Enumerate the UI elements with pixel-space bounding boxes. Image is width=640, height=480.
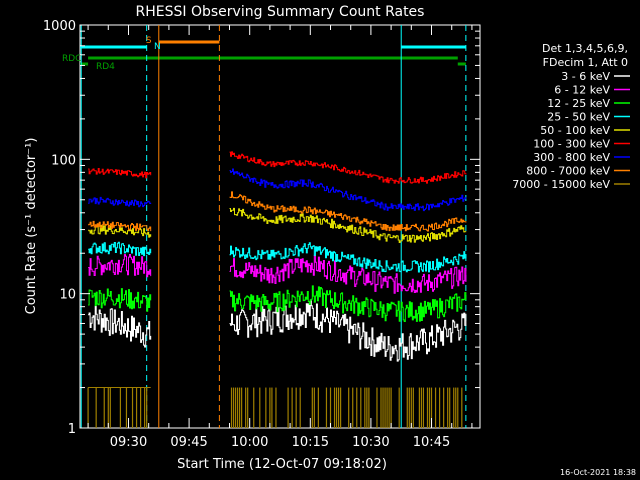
- legend-header: Det 1,3,4,5,6,9,: [542, 42, 628, 55]
- legend-entry: 3 - 6 keV: [561, 70, 610, 83]
- status-bars: RDC RD4 SN: [62, 25, 467, 428]
- series-300-800-kev: [88, 196, 152, 208]
- legend-entry: 300 - 800 keV: [533, 151, 610, 164]
- series-6-12-kev: [88, 254, 152, 278]
- y-tick-label: 1: [68, 422, 76, 437]
- annotation-label: RDC: [62, 54, 81, 64]
- series-300-800-kev: [229, 168, 467, 212]
- x-axis-label: Start Time (12-Oct-07 09:18:02): [177, 457, 387, 472]
- x-tick-label: 09:45: [170, 435, 207, 450]
- plot-frame: [79, 24, 481, 429]
- x-tick-label: 10:00: [231, 435, 268, 450]
- annotation-label: N: [154, 42, 161, 52]
- series-800-7000-kev: [88, 220, 152, 232]
- x-tick-label: 10:30: [352, 435, 389, 450]
- series-12-25-kev: [229, 285, 467, 322]
- legend-entry: 7000 - 15000 keV: [512, 178, 610, 191]
- data-series: [87, 151, 467, 428]
- y-tick-label: 10: [59, 288, 76, 303]
- annotation-label: S: [146, 36, 152, 46]
- chart-title: RHESSI Observing Summary Count Rates: [136, 4, 425, 20]
- y-tick-label: 1000: [43, 19, 76, 34]
- series-25-50-kev: [229, 242, 467, 273]
- series-800-7000-kev: [229, 191, 467, 232]
- footer-timestamp: 16-Oct-2021 18:38: [560, 468, 636, 477]
- annotation-label: RD4: [96, 62, 115, 72]
- plot-border: [79, 24, 481, 429]
- series-12-25-kev: [88, 288, 152, 312]
- series-50-100-kev: [229, 207, 467, 243]
- legend-entry: 6 - 12 keV: [554, 84, 610, 97]
- x-tick-label: 09:30: [110, 435, 147, 450]
- legend-entry: 25 - 50 keV: [547, 111, 610, 124]
- series-6-12-kev: [229, 254, 467, 294]
- series-100-300-kev: [229, 151, 467, 184]
- x-tick-label: 10:45: [413, 435, 450, 450]
- legend-header: FDecim 1, Att 0: [543, 56, 628, 69]
- y-tick-label: 100: [51, 153, 76, 168]
- series-25-50-kev: [88, 241, 152, 257]
- legend-entry: 50 - 100 keV: [540, 124, 610, 137]
- legend-entry: 100 - 300 keV: [533, 138, 610, 151]
- series-50-100-kev: [88, 225, 152, 238]
- legend-entry: 800 - 7000 keV: [526, 165, 610, 178]
- axis-ticks: 1 10 100 1000 09:30 09:45 10:00 10:15 10:30 10:45: [43, 19, 480, 450]
- series-100-300-kev: [88, 168, 152, 179]
- series-3-6-kev: [88, 305, 152, 348]
- legend-entry: 12 - 25 keV: [547, 97, 610, 110]
- y-axis-label: Count Rate (s⁻¹ detector⁻¹): [24, 138, 39, 315]
- legend: Det 1,3,4,5,6,9,FDecim 1, Att 03 - 6 keV…: [512, 42, 630, 191]
- x-tick-label: 10:15: [292, 435, 329, 450]
